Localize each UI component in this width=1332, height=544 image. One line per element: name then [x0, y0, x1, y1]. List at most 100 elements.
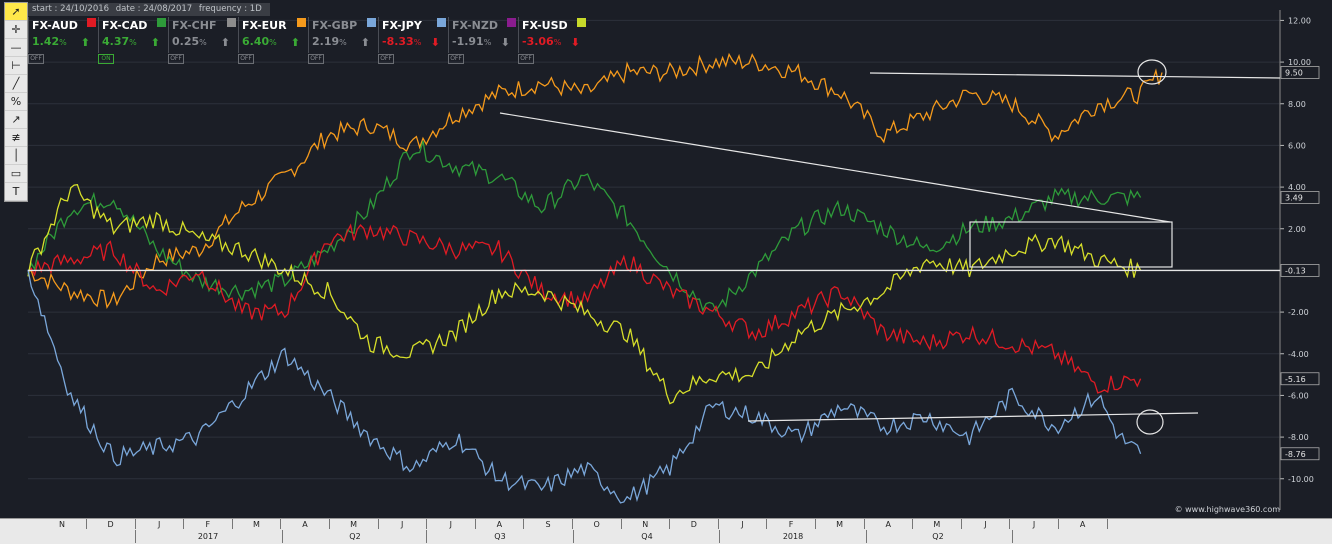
trendline-icon[interactable]: ╱	[5, 75, 27, 93]
arrow-down-icon: ⬇	[570, 36, 580, 49]
y-tick-label: 4.00	[1288, 183, 1306, 192]
series-line[interactable]	[27, 140, 1142, 313]
series-toggle[interactable]: OFF	[378, 54, 394, 64]
series-line[interactable]	[27, 183, 1142, 405]
x-month-tick	[912, 519, 914, 529]
legend-change-value: -3.06%	[522, 35, 562, 48]
horizontal-line-icon[interactable]: —	[5, 39, 27, 57]
range-icon[interactable]: ⊢	[5, 57, 27, 75]
legend-item-fx-jpy[interactable]: FX-JPY -8.33% ⬇	[378, 17, 448, 53]
x-month-tick	[1058, 519, 1059, 529]
series-toggle[interactable]: OFF	[28, 54, 44, 64]
x-month-label: J	[158, 520, 161, 529]
legend-item-fx-nzd[interactable]: FX-NZD -1.91% ⬇	[448, 17, 518, 53]
legend-series-name: FX-JPY	[382, 19, 422, 32]
highlight-circle-top[interactable]	[1137, 59, 1167, 85]
y-tick-label: 2.00	[1288, 225, 1306, 234]
x-month-label: M	[836, 520, 844, 529]
x-month-tick	[766, 519, 768, 529]
start-date: start : 24/10/2016	[32, 4, 110, 14]
legend-series-name: FX-GBP	[312, 19, 358, 32]
x-month-tick	[280, 519, 282, 529]
x-month-tick	[815, 519, 816, 529]
x-quarter-divider	[866, 530, 867, 543]
fib-icon[interactable]: ↗	[5, 111, 27, 129]
series-end-label-box	[1280, 264, 1320, 277]
series-line[interactable]	[27, 269, 1142, 504]
series-end-label: -8.76	[1285, 450, 1306, 459]
percent-icon[interactable]: %	[5, 93, 27, 111]
x-month-tick	[86, 519, 87, 529]
x-quarter-label: 2018	[782, 532, 804, 541]
legend-item-fx-aud[interactable]: FX-AUD 1.42% ⬆	[28, 17, 98, 53]
legend-item-fx-chf[interactable]: FX-CHF 0.25% ⬆	[168, 17, 238, 53]
x-month-label: M	[350, 520, 358, 529]
trendline-support[interactable]	[747, 412, 1199, 422]
x-month-label: N	[59, 520, 65, 529]
trendline-resistance[interactable]	[499, 112, 1171, 223]
legend-change-value: -8.33%	[382, 35, 422, 48]
crosshair-icon[interactable]: ✛	[5, 21, 27, 39]
drawing-toolbar: ➚ ✛ — ⊢ ╱% ↗ ≢ │ ▭ T	[4, 2, 28, 202]
series-end-label-box	[1280, 447, 1320, 461]
y-tick-label: -4.00	[1288, 350, 1309, 359]
legend-item-fx-cad[interactable]: FX-CAD 4.37% ⬆	[98, 17, 168, 53]
text-icon[interactable]: T	[5, 183, 27, 201]
series-toggle[interactable]: OFF	[308, 54, 324, 64]
legend-item-fx-usd[interactable]: FX-USD -3.06% ⬇	[518, 17, 588, 53]
chart-plot-area[interactable]: 12.0010.008.006.004.002.000.00-2.00-4.00…	[0, 0, 1332, 518]
trendline-top[interactable]	[869, 72, 1281, 79]
arrow-up-icon: ⬆	[80, 36, 90, 49]
x-month-label: M	[252, 520, 260, 529]
x-quarter-divider	[282, 530, 283, 543]
range-rectangle[interactable]	[969, 221, 1173, 268]
x-quarter-divider	[573, 530, 574, 543]
series-line[interactable]	[27, 52, 1163, 309]
x-quarter-divider	[1012, 530, 1013, 543]
series-end-label: 9.50	[1285, 69, 1303, 78]
series-end-label-box	[1280, 66, 1320, 79]
fan-icon[interactable]: ≢	[5, 129, 27, 147]
arrow-down-icon: ⬇	[500, 36, 510, 49]
chart-info-bar: start : 24/10/2016 date : 24/08/2017 fre…	[28, 3, 270, 16]
series-toggle[interactable]: OFF	[238, 54, 254, 64]
x-month-label: J	[449, 520, 452, 529]
series-line[interactable]	[27, 223, 1142, 394]
series-toggle[interactable]: OFF	[518, 54, 534, 64]
x-month-tick	[183, 519, 185, 529]
x-month-tick	[1106, 519, 1108, 529]
series-end-label-box	[1280, 372, 1320, 386]
series-end-label: -5.16	[1285, 375, 1306, 384]
y-tick-label: -8.00	[1288, 433, 1309, 442]
y-tick-label: 8.00	[1288, 100, 1306, 109]
series-toggle[interactable]: OFF	[448, 54, 464, 64]
end-date: date : 24/08/2017	[115, 4, 193, 14]
x-month-label: S	[545, 520, 551, 529]
x-month-tick	[669, 519, 671, 529]
y-tick-label: -10.00	[1288, 475, 1314, 484]
x-month-label: J	[1032, 520, 1036, 529]
x-quarter-divider	[135, 530, 136, 543]
copyright-text: © www.highwave360.com	[1174, 505, 1280, 514]
x-month-tick	[620, 519, 622, 529]
x-month-label: N	[642, 520, 649, 529]
legend-change-value: -1.91%	[452, 35, 492, 48]
legend-change-value: 1.42%	[32, 35, 67, 48]
y-tick-label: 12.00	[1288, 16, 1311, 25]
rectangle-icon[interactable]: ▭	[5, 165, 27, 183]
x-month-tick	[863, 519, 865, 529]
series-toggle[interactable]: ON	[98, 54, 114, 64]
x-month-tick	[426, 519, 428, 529]
legend-item-fx-eur[interactable]: FX-EUR 6.40% ⬆	[238, 17, 308, 53]
series-toggle[interactable]: OFF	[168, 54, 184, 64]
x-month-tick	[1009, 519, 1011, 529]
pointer-icon[interactable]: ➚	[5, 3, 27, 21]
legend-item-fx-gbp[interactable]: FX-GBP 2.19% ⬆	[308, 17, 378, 53]
arrow-down-icon: ⬇	[430, 36, 440, 49]
highlight-circle-bottom[interactable]	[1136, 409, 1164, 435]
vertical-line-icon[interactable]: │	[5, 147, 27, 165]
time-axis[interactable]: N D J F M A M J J A S O N D J F M A M J J A 2017 Q2 Q3 Q4 2018 Q2	[0, 518, 1332, 544]
series-end-label-box	[1280, 191, 1320, 204]
x-quarter-label: Q4	[641, 532, 653, 541]
x-month-tick	[377, 519, 379, 529]
